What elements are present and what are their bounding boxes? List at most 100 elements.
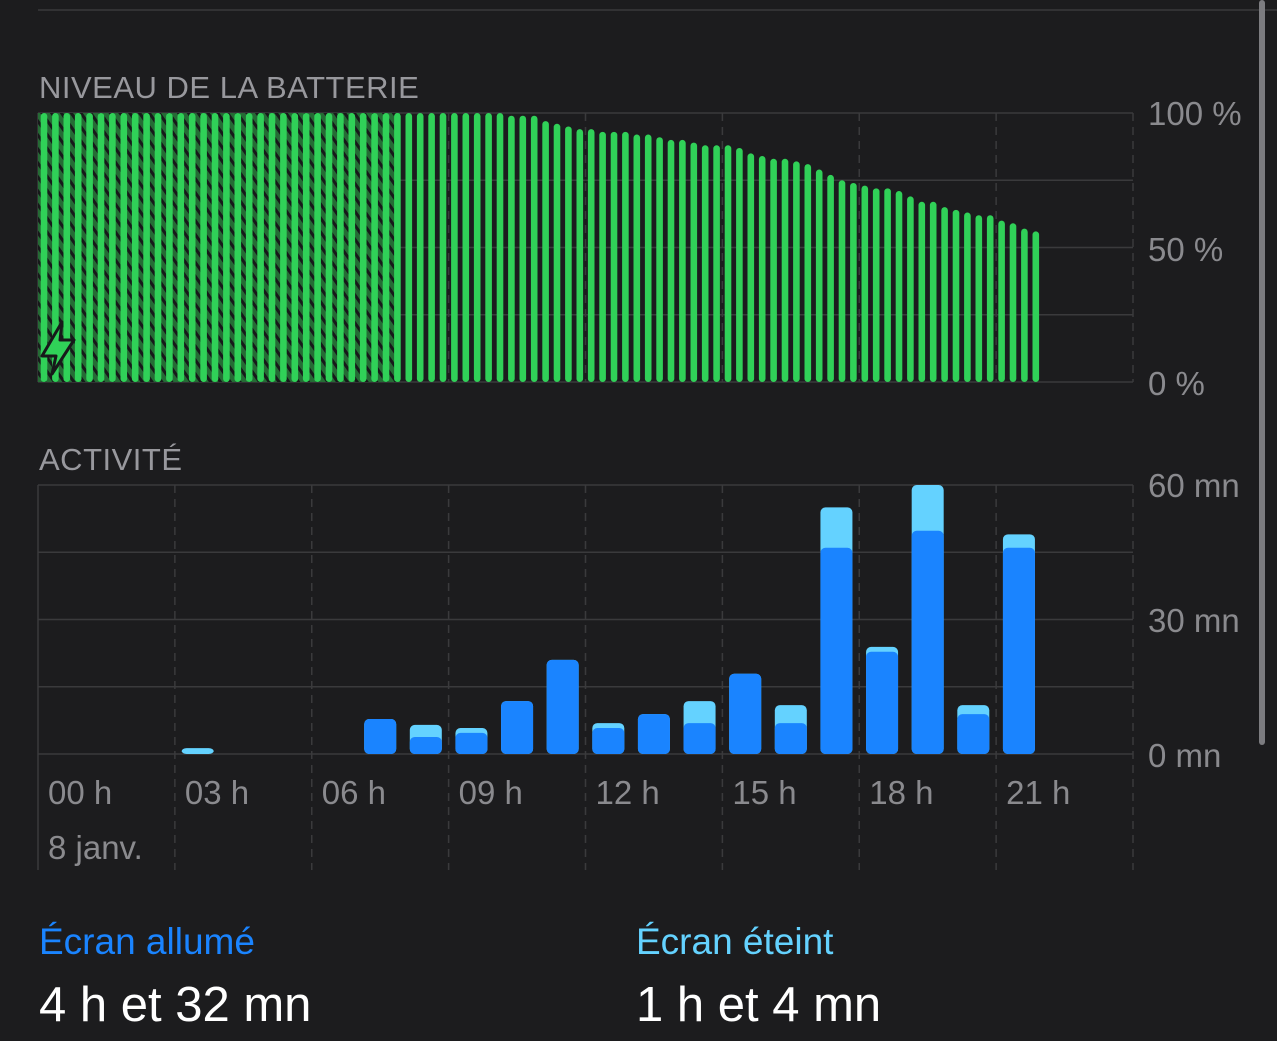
battery-bar — [690, 142, 698, 382]
battery-bar — [519, 115, 527, 382]
battery-bar — [314, 113, 321, 382]
battery-bar — [553, 123, 561, 382]
battery-bar — [496, 113, 504, 382]
battery-bar — [724, 145, 732, 382]
battery-bar — [451, 113, 458, 382]
battery-bar — [382, 113, 390, 382]
battery-bar — [838, 180, 846, 382]
x-tick-label: 12 h — [596, 774, 660, 811]
battery-bar — [895, 191, 903, 382]
battery-bar — [587, 129, 595, 382]
screen-on-bar — [774, 723, 807, 754]
battery-bar — [941, 207, 948, 382]
battery-tick-0: 0 % — [1148, 365, 1205, 402]
battery-bar — [599, 131, 606, 382]
battery-bar — [109, 113, 116, 382]
battery-bar — [793, 161, 800, 382]
x-tick-label: 06 h — [322, 774, 386, 811]
battery-bar — [473, 113, 481, 382]
screen-off-value: 1 h et 4 mn — [636, 978, 881, 1032]
battery-tick-100: 100 % — [1148, 95, 1242, 132]
battery-bar — [565, 126, 572, 382]
scrollbar[interactable] — [1259, 0, 1265, 745]
battery-bar — [40, 113, 48, 382]
battery-bar — [302, 113, 310, 382]
screen-off-label: Écran éteint — [636, 921, 834, 962]
battery-bar — [74, 113, 82, 382]
screen-on-bar — [957, 714, 990, 754]
battery-bar — [120, 113, 128, 382]
battery-bar — [325, 113, 333, 382]
battery-bar — [268, 113, 276, 382]
screen-on-bar — [683, 723, 716, 754]
battery-bar — [701, 145, 709, 382]
screen-on-bar — [409, 736, 442, 754]
battery-bar — [804, 164, 812, 382]
battery-tick-50: 50 % — [1148, 231, 1223, 268]
battery-bar — [257, 113, 264, 382]
battery-bar — [188, 113, 196, 382]
battery-bar — [177, 113, 185, 382]
screen-on-bar — [546, 659, 579, 754]
battery-bar — [508, 115, 515, 382]
battery-bar — [929, 201, 937, 382]
activity-tick-60: 60 mn — [1148, 467, 1240, 504]
screen-on-bar — [820, 547, 853, 754]
battery-bar — [405, 113, 413, 382]
battery-bar — [371, 113, 378, 382]
activity-grid — [37, 484, 1134, 870]
screen-on-bar — [364, 719, 397, 754]
screen-on-bar — [501, 701, 534, 754]
battery-bar — [52, 113, 59, 382]
battery-bar — [280, 113, 287, 382]
battery-bar — [439, 113, 447, 382]
battery-bar — [918, 201, 926, 382]
battery-bar — [758, 156, 766, 382]
battery-bar — [850, 182, 857, 382]
battery-bar — [542, 121, 549, 382]
x-tick-label: 09 h — [459, 774, 523, 811]
battery-bar — [872, 188, 880, 382]
battery-bar — [713, 145, 720, 382]
battery-bar — [166, 113, 173, 382]
battery-bar — [86, 113, 93, 382]
battery-bar — [211, 113, 219, 382]
battery-bar — [1032, 231, 1040, 382]
x-tick-label: 15 h — [732, 774, 796, 811]
battery-bar — [143, 113, 150, 382]
x-tick-label: 00 h — [48, 774, 112, 811]
battery-bar — [884, 188, 891, 382]
battery-bar — [462, 113, 470, 382]
battery-bar — [245, 113, 253, 382]
battery-bar — [234, 113, 242, 382]
bolt-icon — [40, 320, 76, 376]
battery-bar — [291, 113, 299, 382]
screen-off-bar — [181, 748, 214, 754]
battery-bar — [576, 129, 584, 382]
battery-bar — [200, 113, 207, 382]
screen-on-bar — [592, 727, 625, 754]
x-tick-label: 21 h — [1006, 774, 1070, 811]
battery-bar — [952, 209, 960, 382]
battery-bar — [975, 215, 983, 382]
battery-bar — [154, 113, 162, 382]
battery-bars — [40, 113, 1040, 382]
battery-bar — [1021, 228, 1028, 382]
battery-bar — [622, 131, 629, 382]
battery-bar — [530, 115, 538, 382]
battery-chart-title: NIVEAU DE LA BATTERIE — [39, 70, 419, 105]
battery-bar — [827, 174, 834, 382]
battery-bar — [97, 113, 105, 382]
screen-on-bar — [729, 673, 762, 754]
battery-bar — [644, 134, 652, 382]
x-tick-label: 18 h — [869, 774, 933, 811]
battery-bar — [428, 113, 435, 382]
x-axis-labels: 00 h 03 h 06 h 09 h 12 h 15 h 18 h 21 h — [48, 774, 1070, 811]
battery-bar — [907, 196, 914, 382]
battery-bar — [1009, 223, 1017, 382]
battery-bar — [781, 158, 789, 382]
battery-bar — [131, 113, 139, 382]
battery-bar — [416, 113, 424, 382]
battery-bar — [485, 113, 492, 382]
